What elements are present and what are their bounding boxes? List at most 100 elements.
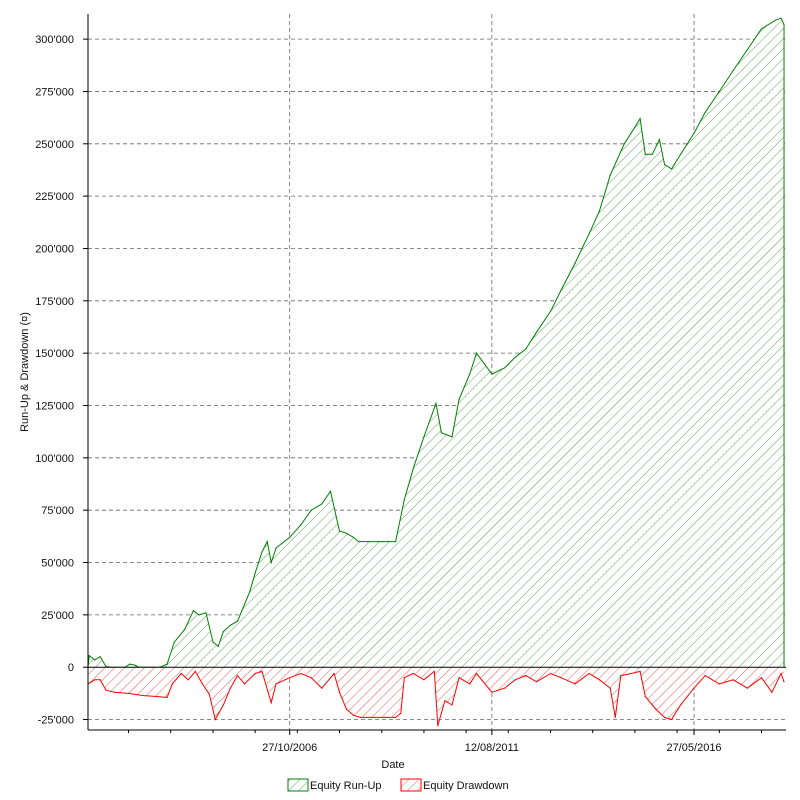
point-run-up [367, 541, 369, 543]
y-tick-label: 250'000 [35, 139, 74, 151]
point-drawdown [598, 679, 601, 681]
point-run-up [693, 132, 695, 134]
point-run-up [134, 664, 136, 666]
point-drawdown [345, 708, 347, 710]
point-run-up [192, 610, 194, 612]
point-run-up [184, 628, 186, 631]
point-run-up [780, 17, 782, 19]
point-run-up [639, 118, 641, 120]
point-drawdown [127, 692, 130, 695]
point-run-up [275, 547, 277, 549]
point-run-up [412, 467, 414, 469]
point-run-up [680, 153, 682, 155]
point-run-up [440, 432, 442, 434]
point-drawdown [208, 693, 210, 696]
point-drawdown [300, 672, 302, 675]
point-run-up [525, 348, 527, 350]
point-drawdown [105, 689, 107, 691]
point-drawdown [261, 670, 263, 673]
point-run-up [664, 164, 666, 166]
point-drawdown [254, 672, 256, 675]
point-run-up [266, 541, 268, 543]
y-tick-label: 225'000 [35, 191, 74, 203]
point-drawdown [310, 677, 312, 679]
legend-label-drawdown: Equity Drawdown [423, 780, 509, 792]
legend: Equity Run-Up Equity Drawdown [287, 778, 509, 792]
point-run-up [423, 436, 425, 438]
point-drawdown [321, 687, 323, 689]
point-drawdown [671, 718, 673, 721]
point-run-up [205, 612, 207, 614]
point-run-up [435, 402, 437, 404]
point-run-up [774, 19, 777, 21]
point-drawdown [384, 716, 386, 719]
point-run-up [198, 614, 200, 616]
point-run-up [514, 356, 516, 358]
point-run-up [658, 139, 661, 141]
y-tick-label: 175'000 [35, 296, 74, 308]
legend-swatch-drawdown [400, 778, 422, 792]
point-drawdown [400, 712, 402, 714]
point-drawdown [201, 683, 203, 685]
point-run-up [504, 367, 506, 369]
point-run-up [704, 111, 706, 113]
point-drawdown [444, 700, 446, 702]
y-tick-label: 150'000 [35, 348, 74, 360]
point-drawdown [550, 672, 552, 675]
y-tick-label: 300'000 [35, 34, 74, 46]
point-run-up [732, 69, 734, 72]
point-drawdown [718, 683, 720, 685]
point-drawdown [560, 677, 562, 679]
point-drawdown [289, 677, 291, 679]
point-drawdown [229, 687, 231, 689]
point-run-up [560, 289, 562, 291]
point-drawdown [760, 677, 763, 679]
point-drawdown [639, 670, 641, 673]
point-drawdown [94, 679, 96, 681]
point-run-up [338, 530, 341, 532]
point-drawdown [359, 716, 362, 719]
point-drawdown [99, 679, 101, 681]
point-run-up [329, 490, 332, 492]
point-run-up [243, 603, 246, 606]
point-drawdown [783, 681, 785, 683]
point-drawdown [693, 687, 695, 689]
point-drawdown [352, 714, 355, 716]
x-tick-label: 27/10/2006 [262, 742, 317, 754]
point-drawdown [236, 675, 239, 677]
legend-label-run-up: Equity Run-Up [310, 780, 382, 792]
point-run-up [222, 631, 224, 633]
point-drawdown [166, 696, 168, 699]
point-drawdown [609, 687, 611, 689]
point-drawdown [525, 675, 527, 677]
point-run-up [321, 503, 323, 505]
point-drawdown [214, 718, 216, 721]
point-run-up [475, 352, 478, 354]
point-drawdown [655, 708, 657, 710]
point-drawdown [614, 716, 616, 719]
point-drawdown [771, 691, 773, 693]
point-run-up [381, 541, 383, 543]
y-axis-title: Run-Up & Drawdown (¤) [19, 312, 31, 432]
point-run-up [345, 532, 347, 534]
point-run-up [249, 591, 251, 593]
point-run-up [491, 373, 493, 375]
point-drawdown [370, 716, 372, 719]
point-run-up [458, 398, 460, 400]
point-drawdown [156, 695, 158, 698]
point-run-up [403, 499, 405, 501]
point-drawdown [222, 704, 224, 706]
point-run-up [217, 645, 219, 647]
point-drawdown [433, 670, 435, 673]
point-run-up [623, 143, 625, 145]
point-drawdown [680, 704, 682, 706]
point-run-up [270, 561, 272, 564]
point-run-up [588, 233, 590, 235]
point-run-up [94, 659, 96, 661]
y-tick-label: 0 [68, 662, 74, 674]
point-drawdown [270, 702, 272, 704]
point-drawdown [113, 691, 116, 693]
point-drawdown [780, 672, 782, 675]
y-tick-label: 25'000 [41, 610, 74, 622]
